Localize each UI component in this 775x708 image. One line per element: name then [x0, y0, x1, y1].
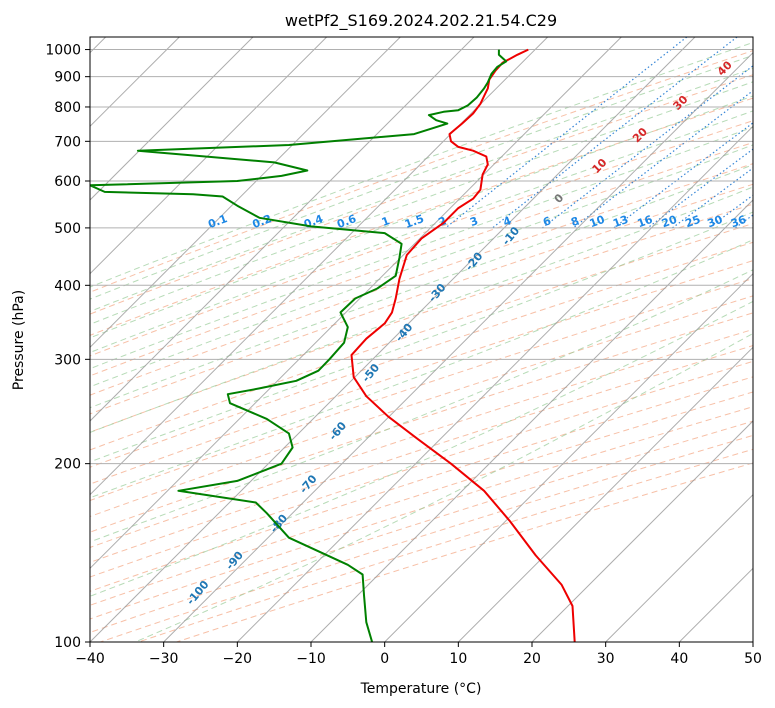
dry-adiabat [90, 328, 753, 548]
moist-adiabat [90, 95, 753, 339]
isotherm [605, 493, 753, 642]
moist-adiabat [90, 126, 753, 370]
x-tick-label: −10 [296, 651, 326, 667]
y-axis-ticks: 100 200 300 400 500 600 700 800 900 1000 [45, 43, 90, 651]
mixing-ratio-label: 0.1 [206, 212, 229, 231]
x-tick-label: 20 [523, 651, 541, 667]
isotherm [90, 37, 549, 496]
isotherm [310, 199, 753, 642]
mixing-ratio-label: 2 [437, 214, 449, 229]
x-tick-label: −40 [75, 651, 105, 667]
profile-series [90, 48, 576, 642]
isotherm [531, 420, 753, 642]
y-tick-label: 500 [54, 221, 81, 237]
y-tick-label: 300 [54, 352, 81, 368]
x-tick-label: 40 [670, 651, 688, 667]
y-tick-label: 700 [54, 134, 81, 150]
y-tick-label: 900 [54, 70, 81, 86]
dry-adiabat [90, 74, 753, 315]
y-tick-label: 200 [54, 457, 81, 473]
y-tick-label: 600 [54, 174, 81, 190]
x-axis-ticks: −40 −30 −20 −10 0 10 20 30 40 50 [75, 642, 762, 667]
x-tick-label: 0 [380, 651, 389, 667]
dry-adiabat [90, 163, 753, 396]
dry-adiabat [90, 203, 753, 433]
x-tick-label: −20 [223, 651, 253, 667]
dry-adiabat [90, 222, 753, 451]
temperature-profile [350, 48, 576, 642]
y-tick-label: 1000 [45, 43, 81, 59]
y-axis-label: Pressure (hPa) [11, 290, 27, 390]
moist-adiabat [90, 164, 753, 409]
dry-adiabat [90, 260, 753, 485]
dry-adiabat [90, 50, 753, 293]
y-tick-label: 400 [54, 278, 81, 294]
dry-adiabat [90, 97, 753, 336]
mixing-ratio-label: 13 [611, 213, 630, 230]
chart-title: wetPf2_S169.2024.202.21.54.C29 [285, 11, 557, 31]
mixing-ratio-line [572, 89, 753, 229]
mixing-ratio-line [672, 167, 753, 229]
moist-adiabat [90, 81, 753, 325]
mixing-ratio-label: 1 [380, 214, 392, 229]
isotherm [90, 37, 328, 275]
x-tick-label: 30 [597, 651, 615, 667]
mixing-ratio-label: 25 [683, 213, 702, 230]
dry-adiabat [90, 141, 753, 377]
moist-adiabat [90, 211, 753, 463]
dry-adiabat [90, 278, 753, 502]
x-tick-label: 10 [449, 651, 467, 667]
moist-adiabat [90, 186, 753, 433]
moist-adiabat [90, 41, 753, 288]
dry-adiabat [90, 360, 753, 578]
x-tick-label: 50 [744, 651, 762, 667]
moist-adiabat [90, 110, 753, 354]
isotherm [90, 37, 254, 201]
mixing-ratio-label: 8 [569, 214, 581, 229]
dewpoint-profile [90, 49, 508, 642]
mixing-ratio-label: 3 [468, 214, 480, 229]
mixing-ratio-label: 30 [706, 213, 725, 231]
isotherm [163, 51, 753, 642]
moist-adiabat [90, 54, 753, 300]
moist-adiabat [135, 332, 753, 642]
isotherm [236, 125, 753, 642]
mixing-ratio-label: 10 [588, 213, 607, 231]
mixing-ratio-label: 20 [660, 213, 679, 231]
isotherm [457, 346, 753, 642]
plot-frame [89, 36, 754, 643]
mixing-ratio-label: 4 [501, 214, 513, 229]
mixing-ratio-label: 16 [636, 213, 655, 231]
mixing-ratio-label: 36 [729, 213, 748, 231]
isotherm [90, 37, 696, 642]
y-tick-label: 800 [54, 100, 81, 116]
x-tick-label: −30 [149, 651, 179, 667]
mixing-ratio-line [542, 65, 753, 229]
mixing-ratio-label: 1.5 [403, 212, 426, 231]
mixing-ratio-label: 6 [541, 214, 553, 229]
x-axis-label: Temperature (°C) [360, 681, 482, 697]
background-lines [90, 37, 753, 642]
isotherm [90, 37, 401, 349]
dry-adiabat [90, 312, 753, 533]
dry-adiabat [90, 391, 753, 606]
isotherm [384, 272, 753, 642]
isotherm [90, 37, 622, 570]
y-tick-label: 100 [54, 635, 81, 651]
mixing-ratio-label: 0.6 [335, 212, 358, 231]
